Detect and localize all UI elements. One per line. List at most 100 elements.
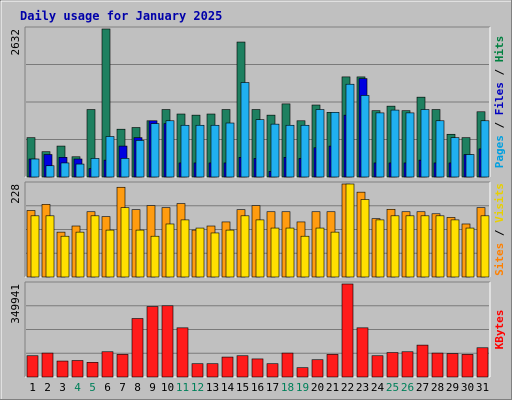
bar-kbytes-day-26 (401, 351, 414, 378)
x-tick-label-day-18: 18 (281, 381, 294, 394)
bar-kbytes-day-13 (206, 363, 219, 378)
bar-sites-day-21 (330, 231, 340, 278)
bar-sites-day-17 (270, 227, 280, 278)
bar-kbytes-day-1 (26, 355, 39, 378)
bar-kbytes-day-31 (476, 347, 489, 378)
x-tick-label-day-13: 13 (206, 381, 219, 394)
bar-kbytes-day-30 (461, 354, 474, 378)
bar-sites-day-15 (240, 215, 250, 278)
bar-sites-day-31 (480, 215, 490, 278)
bar-pages-day-8 (135, 140, 145, 178)
bar-sites-day-22 (345, 183, 355, 278)
bar-kbytes-day-10 (161, 305, 174, 378)
y-max-label: 2632 (9, 29, 22, 56)
bar-kbytes-day-18 (281, 352, 294, 378)
bar-pages-day-2 (45, 165, 55, 178)
y-max-label: 228 (9, 184, 22, 204)
x-tick-label-day-6: 6 (104, 381, 111, 394)
bar-pages-day-3 (60, 162, 70, 178)
bar-sites-day-8 (135, 229, 145, 278)
bar-pages-day-25 (390, 109, 400, 178)
x-tick-label-day-5: 5 (89, 381, 96, 394)
bar-pages-day-11 (180, 124, 190, 178)
bar-kbytes-day-6 (101, 351, 114, 378)
bar-kbytes-day-14 (221, 356, 234, 378)
bar-kbytes-day-21 (326, 354, 339, 378)
bar-kbytes-day-22 (341, 283, 354, 378)
bar-sites-day-30 (465, 227, 475, 278)
bar-pages-day-9 (150, 123, 160, 178)
x-tick-label-day-2: 2 (44, 381, 51, 394)
bar-pages-day-12 (195, 124, 205, 178)
x-tick-label-day-20: 20 (311, 381, 324, 394)
bar-pages-day-31 (480, 120, 490, 178)
bar-pages-day-10 (165, 120, 175, 178)
legend-sites: Sites (493, 243, 506, 276)
bar-sites-day-25 (390, 215, 400, 278)
bar-kbytes-day-28 (431, 352, 444, 378)
chart-title: Daily usage for January 2025 (20, 9, 222, 23)
bar-sites-day-29 (450, 219, 460, 278)
bar-kbytes-day-20 (311, 359, 324, 378)
x-tick-label-day-15: 15 (236, 381, 249, 394)
bar-kbytes-day-12 (191, 363, 204, 378)
bar-kbytes-day-17 (266, 363, 279, 378)
x-tick-label-day-23: 23 (356, 381, 369, 394)
bar-sites-day-18 (285, 227, 295, 278)
bar-pages-day-29 (450, 137, 460, 178)
bar-sites-day-5 (90, 215, 100, 278)
bar-pages-day-17 (270, 123, 280, 178)
legend-separator: / (493, 115, 506, 135)
bar-pages-day-1 (30, 158, 40, 178)
bar-sites-day-13 (210, 232, 220, 278)
bar-kbytes-day-25 (386, 352, 399, 378)
x-tick-label-day-31: 31 (476, 381, 489, 394)
panel-legend: Sites / Visits (493, 183, 506, 276)
bar-kbytes-day-19 (296, 367, 309, 378)
x-tick-label-day-10: 10 (161, 381, 174, 394)
bar-kbytes-day-5 (86, 362, 99, 378)
x-tick-label-day-28: 28 (431, 381, 444, 394)
bar-pages-day-13 (210, 124, 220, 178)
x-tick-label-day-8: 8 (134, 381, 141, 394)
bar-sites-day-14 (225, 229, 235, 278)
bar-pages-day-4 (75, 163, 85, 178)
bar-sites-day-2 (45, 215, 55, 278)
bar-pages-day-30 (465, 154, 475, 178)
bar-pages-day-20 (315, 109, 325, 178)
x-tick-label-day-17: 17 (266, 381, 279, 394)
x-tick-label-day-21: 21 (326, 381, 339, 394)
bar-sites-day-27 (420, 215, 430, 278)
panel-legend: KBytes (493, 310, 506, 350)
x-tick-label-day-24: 24 (371, 381, 385, 394)
x-tick-label-day-14: 14 (221, 381, 235, 394)
bar-pages-day-18 (285, 124, 295, 178)
legend-hits: Hits (493, 36, 506, 63)
panel-legend: Pages / Files / Hits (493, 36, 506, 169)
x-tick-label-day-30: 30 (461, 381, 474, 394)
bar-kbytes-day-9 (146, 306, 159, 378)
bar-pages-day-21 (330, 112, 340, 178)
bar-sites-day-9 (150, 235, 160, 278)
bar-sites-day-20 (315, 227, 325, 278)
bar-sites-day-23 (360, 199, 370, 278)
bar-sites-day-1 (30, 215, 40, 278)
x-tick-label-day-1: 1 (29, 381, 36, 394)
bar-pages-day-27 (420, 109, 430, 178)
bar-sites-day-3 (60, 235, 70, 278)
bar-pages-day-26 (405, 112, 415, 178)
bar-pages-day-14 (225, 122, 235, 178)
x-tick-label-day-7: 7 (119, 381, 126, 394)
bar-kbytes-day-4 (71, 360, 84, 378)
bar-sites-day-7 (120, 207, 130, 278)
bar-kbytes-day-16 (251, 358, 264, 378)
x-tick-label-day-12: 12 (191, 381, 204, 394)
legend-visits: Visits (493, 183, 506, 223)
bar-pages-day-16 (255, 119, 265, 178)
bar-sites-day-28 (435, 215, 445, 278)
x-tick-label-day-19: 19 (296, 381, 309, 394)
legend-separator: / (493, 62, 506, 82)
bar-pages-day-28 (435, 120, 445, 178)
x-tick-label-day-29: 29 (446, 381, 459, 394)
